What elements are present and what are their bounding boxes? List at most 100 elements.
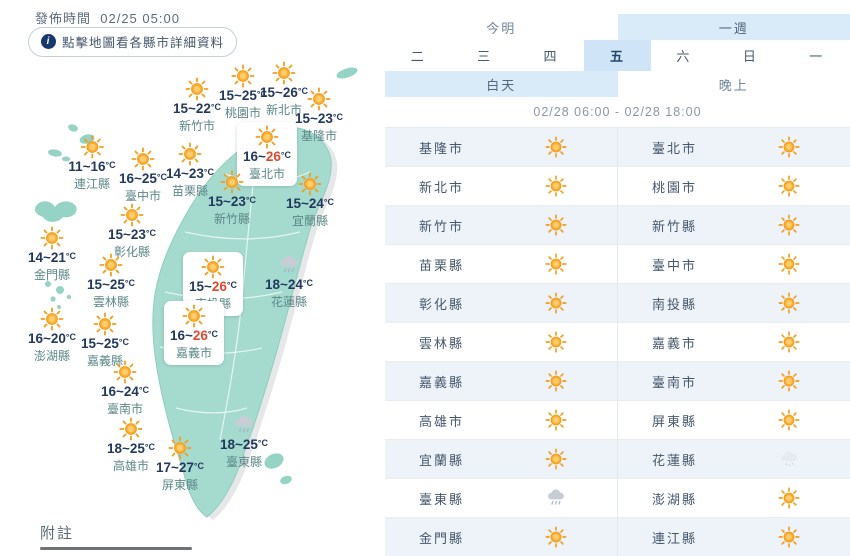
map-label-澎湖縣[interactable]: 16~20°C 澎湖縣 <box>28 307 76 364</box>
day-tab-2[interactable]: 三 <box>451 40 517 71</box>
map-label-高雄市[interactable]: 18~25°C 高雄市 <box>107 417 155 474</box>
cell-臺南市: 臺南市 <box>618 362 850 400</box>
map-label-新竹市[interactable]: 15~22°C 新竹市 <box>173 77 221 134</box>
county-name: 澎湖縣 <box>33 348 71 363</box>
sunny-icon <box>545 448 567 470</box>
day-tab-7[interactable]: 一 <box>784 40 850 71</box>
period-tab-1[interactable]: 今明 <box>385 14 618 40</box>
daypart-tab-1[interactable]: 白天 <box>385 71 618 97</box>
map-label-臺北市[interactable]: 16~26°C 臺北市 <box>236 122 298 186</box>
table-row-11: 金門縣 連江縣 <box>385 518 850 556</box>
table-row-8: 高雄市 屏東縣 <box>385 401 850 440</box>
map-label-屏東縣[interactable]: 17~27°C 屏東縣 <box>156 436 204 493</box>
cell-高雄市: 高雄市 <box>385 401 618 439</box>
temp-range: 11~16°C <box>68 159 116 174</box>
period-tabs: 今明 一週 <box>385 14 850 40</box>
county-name: 嘉義縣 <box>419 374 465 390</box>
footnote-label: 附註 <box>40 525 75 542</box>
map-label-花蓮縣[interactable]: 18~24°C 花蓮縣 <box>265 253 313 310</box>
county-name: 南投縣 <box>652 296 698 312</box>
table-row-1: 基隆市 臺北市 <box>385 128 850 167</box>
temp-range: 15~23°C <box>294 111 344 126</box>
cell-屏東縣: 屏東縣 <box>618 401 850 439</box>
temp-range: 15~26°C <box>188 279 238 294</box>
rain-icon <box>277 253 301 277</box>
cell-嘉義市: 嘉義市 <box>618 323 850 361</box>
map-label-新北市[interactable]: 15~26°C 新北市 <box>260 61 308 118</box>
county-name: 金門縣 <box>419 530 465 546</box>
map-label-嘉義市[interactable]: 16~26°C 嘉義市 <box>163 301 225 365</box>
temp-range: 14~23°C <box>165 166 215 181</box>
cell-新竹縣: 新竹縣 <box>618 206 850 244</box>
sunny-icon <box>185 77 209 101</box>
cell-臺東縣: 臺東縣 <box>385 479 618 517</box>
county-name: 彰化縣 <box>113 244 151 259</box>
table-row-5: 彰化縣 南投縣 <box>385 284 850 323</box>
map-label-彰化縣[interactable]: 15~23°C 彰化縣 <box>108 203 156 260</box>
county-name: 臺中市 <box>652 257 698 273</box>
sunny-icon <box>131 147 155 171</box>
sunny-icon <box>93 312 117 336</box>
county-name: 澎湖縣 <box>652 491 698 507</box>
sunny-icon <box>545 292 567 314</box>
temp-range: 15~25°C <box>86 277 136 292</box>
county-name: 臺東縣 <box>419 491 465 507</box>
county-name: 苗栗縣 <box>419 257 465 273</box>
map-label-宜蘭縣[interactable]: 15~24°C 宜蘭縣 <box>286 172 334 229</box>
sunny-icon <box>778 526 800 548</box>
cell-臺中市: 臺中市 <box>618 245 850 283</box>
sunny-icon <box>545 253 567 275</box>
rain-icon <box>232 413 256 437</box>
penghu-islands[interactable] <box>45 281 72 309</box>
map-label-苗栗縣[interactable]: 14~23°C 苗栗縣 <box>166 142 214 199</box>
cell-基隆市: 基隆市 <box>385 128 618 166</box>
daypart-tab-2[interactable]: 晚上 <box>618 71 850 97</box>
sunny-icon <box>113 360 137 384</box>
period-tab-2[interactable]: 一週 <box>617 14 850 40</box>
map-label-嘉義縣[interactable]: 15~25°C 嘉義縣 <box>81 312 129 369</box>
map-label-新竹縣[interactable]: 15~23°C 新竹縣 <box>208 170 256 227</box>
publish-label: 發佈時間 <box>35 11 92 26</box>
sunny-icon <box>778 253 800 275</box>
sunny-icon <box>40 307 64 331</box>
keelung-islet[interactable] <box>335 65 359 80</box>
map-label-金門縣[interactable]: 14~21°C 金門縣 <box>28 226 76 283</box>
taiwan-main-island[interactable] <box>152 127 332 518</box>
sunny-icon <box>545 214 567 236</box>
day-tab-6[interactable]: 日 <box>717 40 783 71</box>
sunny-icon <box>778 214 800 236</box>
sunny-icon <box>120 203 144 227</box>
day-tab-4[interactable]: 五 <box>584 40 651 71</box>
county-name: 臺中市 <box>124 188 162 203</box>
county-name: 雲林縣 <box>419 335 465 351</box>
day-tab-1[interactable]: 二 <box>385 40 451 71</box>
southeast-islets[interactable] <box>262 450 293 485</box>
day-tab-3[interactable]: 四 <box>518 40 584 71</box>
county-name: 宜蘭縣 <box>419 452 465 468</box>
county-name: 連江縣 <box>652 530 698 546</box>
sunny-icon <box>778 292 800 314</box>
county-name: 新北市 <box>265 102 303 117</box>
map-label-連江縣[interactable]: 11~16°C 連江縣 <box>68 135 116 192</box>
table-row-10: 臺東縣 澎湖縣 <box>385 479 850 518</box>
sunny-icon <box>178 142 202 166</box>
county-name: 新竹縣 <box>213 211 251 226</box>
kinmen-island[interactable] <box>34 201 77 222</box>
cell-新竹市: 新竹市 <box>385 206 618 244</box>
map-label-基隆市[interactable]: 15~23°C 基隆市 <box>295 87 343 144</box>
table-row-4: 苗栗縣 臺中市 <box>385 245 850 284</box>
map-label-臺東縣[interactable]: 18~25°C 臺東縣 <box>220 413 268 470</box>
county-name: 雲林縣 <box>92 294 130 309</box>
sunny-icon <box>545 370 567 392</box>
day-tab-5[interactable]: 六 <box>651 40 717 71</box>
map-label-臺南市[interactable]: 16~24°C 臺南市 <box>101 360 149 417</box>
temp-range: 15~26°C <box>259 85 309 100</box>
map-hint-button[interactable]: i 點擊地圖看各縣市詳細資料 <box>28 27 238 57</box>
county-name: 臺南市 <box>652 374 698 390</box>
map-label-雲林縣[interactable]: 15~25°C 雲林縣 <box>87 253 135 310</box>
temp-range: 15~24°C <box>285 196 335 211</box>
map-label-桃園市[interactable]: 15~25°C 桃園市 <box>219 64 267 121</box>
map-label-臺中市[interactable]: 16~25°C 臺中市 <box>119 147 167 204</box>
sunny-icon <box>307 87 331 111</box>
taiwan-map[interactable] <box>0 0 385 556</box>
